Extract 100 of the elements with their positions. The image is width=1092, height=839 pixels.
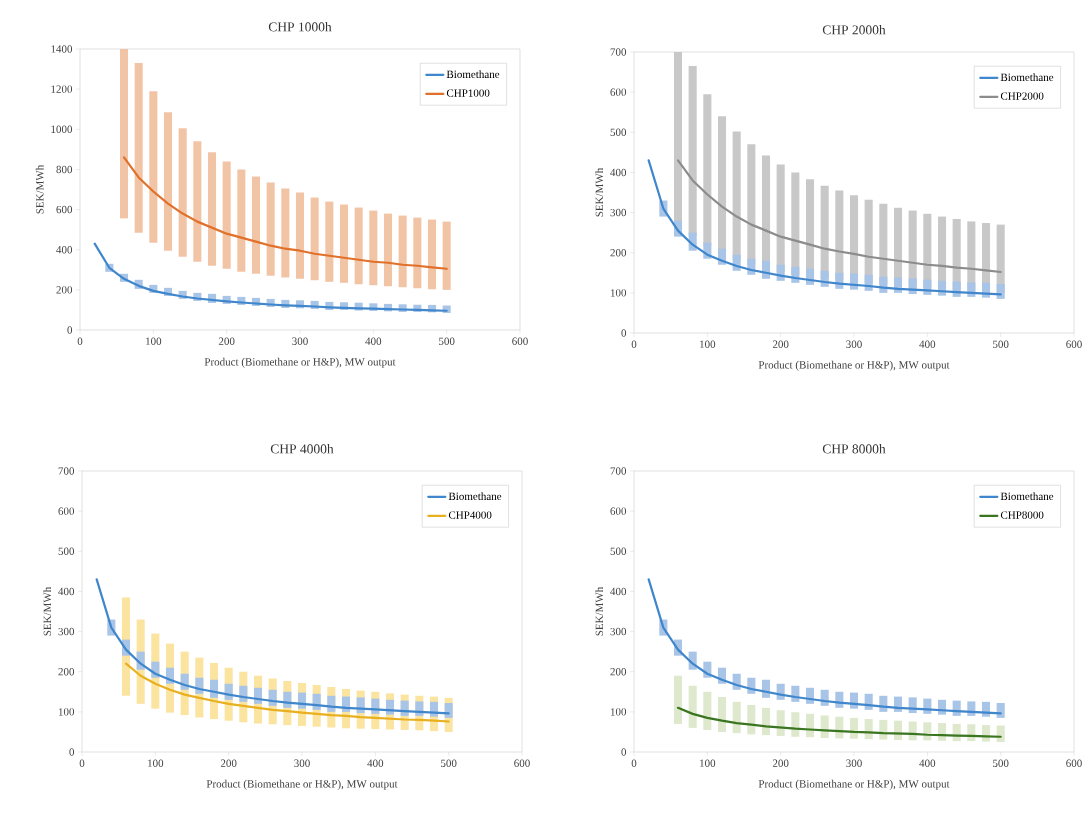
bar (413, 217, 422, 289)
chart-title: CHP 4000h (270, 443, 334, 454)
x-tick-label: 500 (993, 759, 1009, 767)
y-tick-label: 400 (610, 168, 627, 177)
bar (383, 213, 393, 287)
bar (688, 685, 697, 728)
x-tick-label: 200 (218, 337, 235, 345)
y-tick-label: 300 (58, 627, 75, 636)
x-tick-label: 400 (365, 337, 382, 345)
bar (688, 66, 697, 236)
x-tick-label: 600 (1066, 759, 1082, 767)
y-tick-label: 600 (58, 507, 75, 515)
bar (717, 697, 727, 732)
x-tick-label: 0 (631, 759, 637, 767)
y-axis-title: SEK/MWh (43, 586, 52, 636)
y-tick-label: 400 (56, 246, 73, 254)
bar (761, 707, 771, 736)
x-tick-label: 300 (292, 337, 308, 345)
x-tick-label: 100 (700, 759, 716, 767)
y-tick-label: 500 (610, 547, 627, 555)
bar (354, 207, 363, 285)
x-tick-label: 300 (294, 759, 310, 767)
bar (747, 705, 756, 735)
x-tick-label: 500 (439, 337, 455, 345)
x-tick-label: 200 (772, 759, 789, 767)
x-axis-title: Product (Biomethane or H&P), MW output (206, 779, 398, 790)
bar (879, 719, 888, 740)
y-tick-label: 100 (610, 289, 627, 297)
bar (703, 691, 712, 730)
bar (310, 197, 319, 281)
y-tick-label: 200 (58, 668, 75, 676)
bar (673, 675, 683, 724)
y-tick-label: 0 (69, 748, 75, 756)
bar (673, 51, 683, 222)
x-tick-label: 200 (772, 340, 789, 348)
x-tick-label: 500 (993, 340, 1009, 348)
bar (996, 703, 1005, 718)
legend-label: CHP1000 (446, 89, 490, 97)
bar (178, 128, 187, 257)
x-tick-label: 100 (700, 340, 716, 348)
x-tick-label: 0 (77, 337, 83, 345)
y-tick-label: 700 (58, 467, 75, 475)
y-tick-label: 600 (610, 507, 627, 515)
y-tick-label: 200 (610, 249, 627, 257)
bar (444, 703, 453, 718)
y-tick-label: 400 (58, 587, 75, 596)
x-tick-label: 400 (367, 759, 384, 767)
bar (193, 141, 202, 262)
bar (849, 717, 859, 739)
chart-title: CHP 8000h (822, 443, 886, 454)
x-tick-label: 300 (846, 340, 862, 348)
y-tick-label: 600 (56, 205, 73, 214)
chart-title: CHP 2000h (822, 24, 886, 35)
bar (996, 284, 1005, 299)
x-tick-label: 600 (1066, 340, 1082, 348)
x-tick-label: 300 (846, 759, 862, 767)
chart-title: CHP 1000h (268, 21, 332, 32)
y-tick-label: 1000 (51, 125, 73, 133)
y-tick-label: 1400 (51, 45, 73, 53)
bar (398, 215, 407, 288)
y-tick-label: 600 (610, 88, 627, 96)
y-axis-title: SEK/MWh (595, 586, 604, 636)
y-tick-label: 200 (56, 286, 73, 294)
x-tick-label: 200 (220, 759, 237, 767)
x-tick-label: 600 (512, 337, 528, 345)
legend-label: Biomethane (1000, 492, 1054, 500)
y-tick-label: 700 (610, 48, 627, 56)
bar (163, 112, 173, 251)
bar (427, 219, 437, 290)
x-tick-label: 0 (79, 759, 85, 767)
x-tick-label: 100 (146, 337, 162, 345)
y-tick-label: 100 (610, 708, 627, 716)
y-tick-label: 300 (610, 208, 627, 217)
bar (791, 712, 800, 737)
bar (776, 710, 785, 736)
y-tick-label: 0 (621, 329, 627, 337)
legend-label: CHP4000 (448, 511, 492, 519)
legend-label: Biomethane (1000, 73, 1054, 81)
bar (703, 94, 712, 246)
y-tick-label: 1200 (51, 85, 73, 93)
x-tick-label: 0 (631, 340, 637, 348)
bar (281, 188, 290, 278)
legend-label: CHP2000 (1000, 92, 1044, 100)
legend-label: Biomethane (446, 70, 500, 78)
bar (222, 161, 231, 269)
bar (266, 182, 275, 276)
bar (251, 176, 261, 274)
y-tick-label: 0 (67, 326, 73, 334)
x-axis-title: Product (Biomethane or H&P), MW output (204, 357, 396, 368)
y-tick-label: 100 (58, 708, 75, 716)
bar (339, 204, 349, 283)
y-axis-title: SEK/MWh (35, 164, 44, 214)
x-tick-label: 400 (919, 340, 936, 348)
y-tick-label: 700 (610, 467, 627, 475)
bar (149, 91, 158, 243)
bar (325, 201, 334, 282)
bar (134, 63, 143, 233)
x-tick-label: 400 (919, 759, 936, 767)
bar (237, 169, 246, 272)
y-tick-label: 400 (610, 587, 627, 596)
